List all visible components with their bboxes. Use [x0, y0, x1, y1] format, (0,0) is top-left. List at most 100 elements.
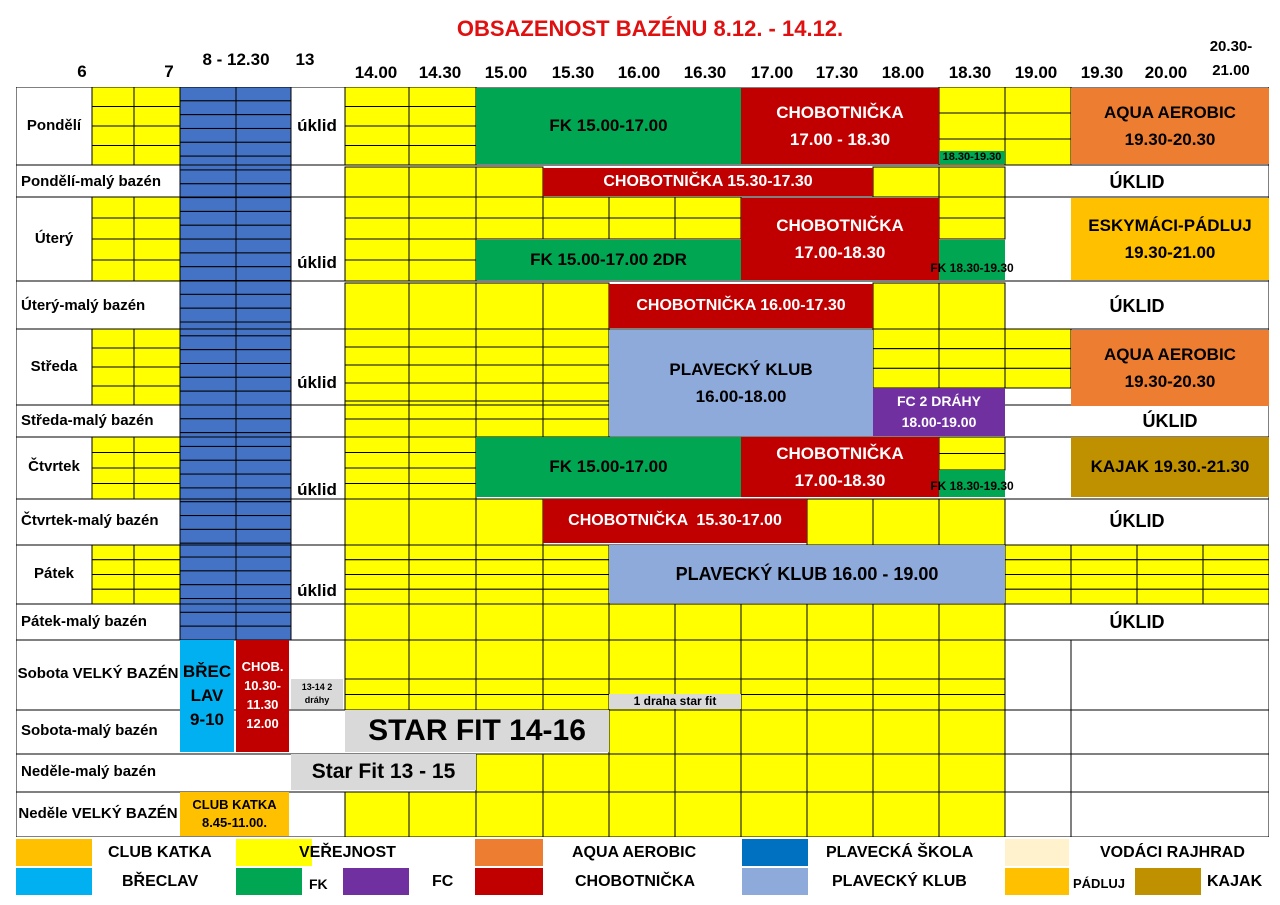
grid-cell	[179, 515, 237, 530]
uklid-ctvrtek-maly: ÚKLID	[1109, 510, 1165, 531]
hdr-1530: 15.30	[551, 63, 595, 82]
grid-cell	[475, 400, 544, 420]
grid-cell	[133, 452, 181, 469]
grid-cell	[235, 141, 292, 157]
grid-cell	[179, 376, 237, 392]
grid-cell	[235, 473, 292, 489]
legend-label-fc: FC	[432, 872, 454, 890]
grid-cell	[344, 574, 410, 590]
grid-cell	[179, 238, 237, 254]
grid-cell	[344, 467, 410, 484]
block-ne-club-katka: CLUB KATKA 8.45-11.00.	[180, 792, 289, 836]
grid-cell	[1070, 639, 1269, 711]
uklid-utery: úklid	[297, 252, 337, 272]
grid-cell	[344, 791, 410, 837]
grid-cell	[938, 348, 1006, 369]
grid-cell	[806, 639, 874, 680]
block-po-small-green: 18.30-19.30	[939, 151, 1005, 164]
uklid-streda: úklid	[297, 372, 337, 392]
grid-cell	[91, 217, 135, 240]
grid-cell	[235, 280, 292, 295]
grid-cell	[938, 498, 1006, 546]
grid-cell	[133, 106, 181, 127]
grid-cell	[179, 169, 237, 185]
row-label-patek: Pátek	[33, 565, 75, 583]
legend-swatch-breclav	[16, 868, 92, 895]
grid-cell	[235, 390, 292, 406]
grid-cell	[235, 487, 292, 503]
grid-cell	[91, 436, 135, 453]
hdr-8-1230: 8 - 12.30	[202, 50, 270, 69]
grid-cell	[344, 259, 410, 282]
row-label-utery: Úterý	[34, 230, 74, 248]
grid-cell	[938, 678, 1006, 695]
grid-cell	[1136, 574, 1204, 590]
grid-cell	[179, 293, 237, 309]
grid-cell	[408, 328, 477, 348]
grid-cell	[938, 166, 1006, 198]
grid-cell	[408, 106, 477, 127]
grid-cell	[542, 791, 610, 837]
legend-label-club-katka: CLUB KATKA	[108, 843, 212, 861]
hdr-13: 13	[295, 50, 315, 69]
grid-cell	[179, 127, 237, 143]
grid-cell	[179, 418, 237, 434]
grid-cell	[179, 556, 237, 572]
grid-cell	[938, 639, 1006, 680]
grid-cell	[1070, 753, 1269, 793]
grid-cell	[1004, 709, 1072, 755]
grid-cell	[475, 382, 544, 402]
uklid-patek: úklid	[297, 581, 337, 601]
grid-cell	[235, 376, 292, 392]
grid-cell	[806, 498, 874, 546]
grid-cell	[344, 498, 410, 546]
grid-cell	[179, 570, 237, 586]
grid-cell	[408, 217, 477, 240]
grid-cell	[344, 328, 410, 348]
grid-cell	[542, 328, 610, 348]
grid-cell	[133, 574, 181, 590]
grid-cell	[133, 483, 181, 500]
grid-cell	[91, 483, 135, 500]
hdr-1600: 16.00	[617, 63, 661, 82]
grid-cell	[179, 197, 237, 212]
grid-cell	[408, 418, 477, 438]
legend-swatch-klub	[742, 868, 808, 895]
row-label-pondeli: Pondělí	[26, 117, 82, 135]
grid-cell	[1004, 574, 1072, 590]
grid-cell	[408, 436, 477, 453]
grid-cell	[235, 625, 292, 641]
grid-cell	[133, 145, 181, 166]
grid-cell	[408, 259, 477, 282]
grid-cell	[408, 639, 477, 680]
grid-cell	[475, 544, 544, 561]
grid-cell	[91, 328, 135, 349]
grid-cell	[542, 559, 610, 575]
grid-cell	[91, 125, 135, 146]
grid-cell	[133, 259, 181, 282]
block-st-plavecky-klub: PLAVECKÝ KLUB 16.00-18.00	[609, 330, 873, 436]
grid-cell	[179, 210, 237, 226]
grid-cell	[235, 349, 292, 364]
legend-label-padluj: PÁDLUJ	[1073, 876, 1126, 891]
hdr-2000: 20.00	[1144, 63, 1188, 82]
grid-cell	[674, 753, 742, 793]
grid-cell	[344, 145, 410, 166]
grid-cell	[475, 364, 544, 384]
grid-cell	[1004, 559, 1072, 575]
grid-cell	[408, 87, 477, 107]
block-ct-chobotnicka: CHOBOTNIČKA 17.00-18.30	[741, 437, 939, 497]
grid-cell	[235, 556, 292, 572]
grid-cell	[179, 87, 237, 102]
hdr-7: 7	[164, 62, 174, 81]
grid-cell	[91, 106, 135, 127]
block-ut-fk2: FK 18.30-19.30	[930, 240, 1014, 280]
legend-swatch-club-katka	[16, 839, 92, 866]
grid-cell	[179, 252, 237, 268]
row-label-utery-maly: Úterý-malý bazén	[21, 297, 146, 315]
grid-cell	[235, 501, 292, 517]
block-ut-eskymaci: ESKYMÁCI-PÁDLUJ 19.30-21.00	[1071, 198, 1269, 280]
legend-swatch-aqua	[475, 839, 543, 866]
grid-cell	[806, 753, 874, 793]
grid-cell	[344, 452, 410, 469]
